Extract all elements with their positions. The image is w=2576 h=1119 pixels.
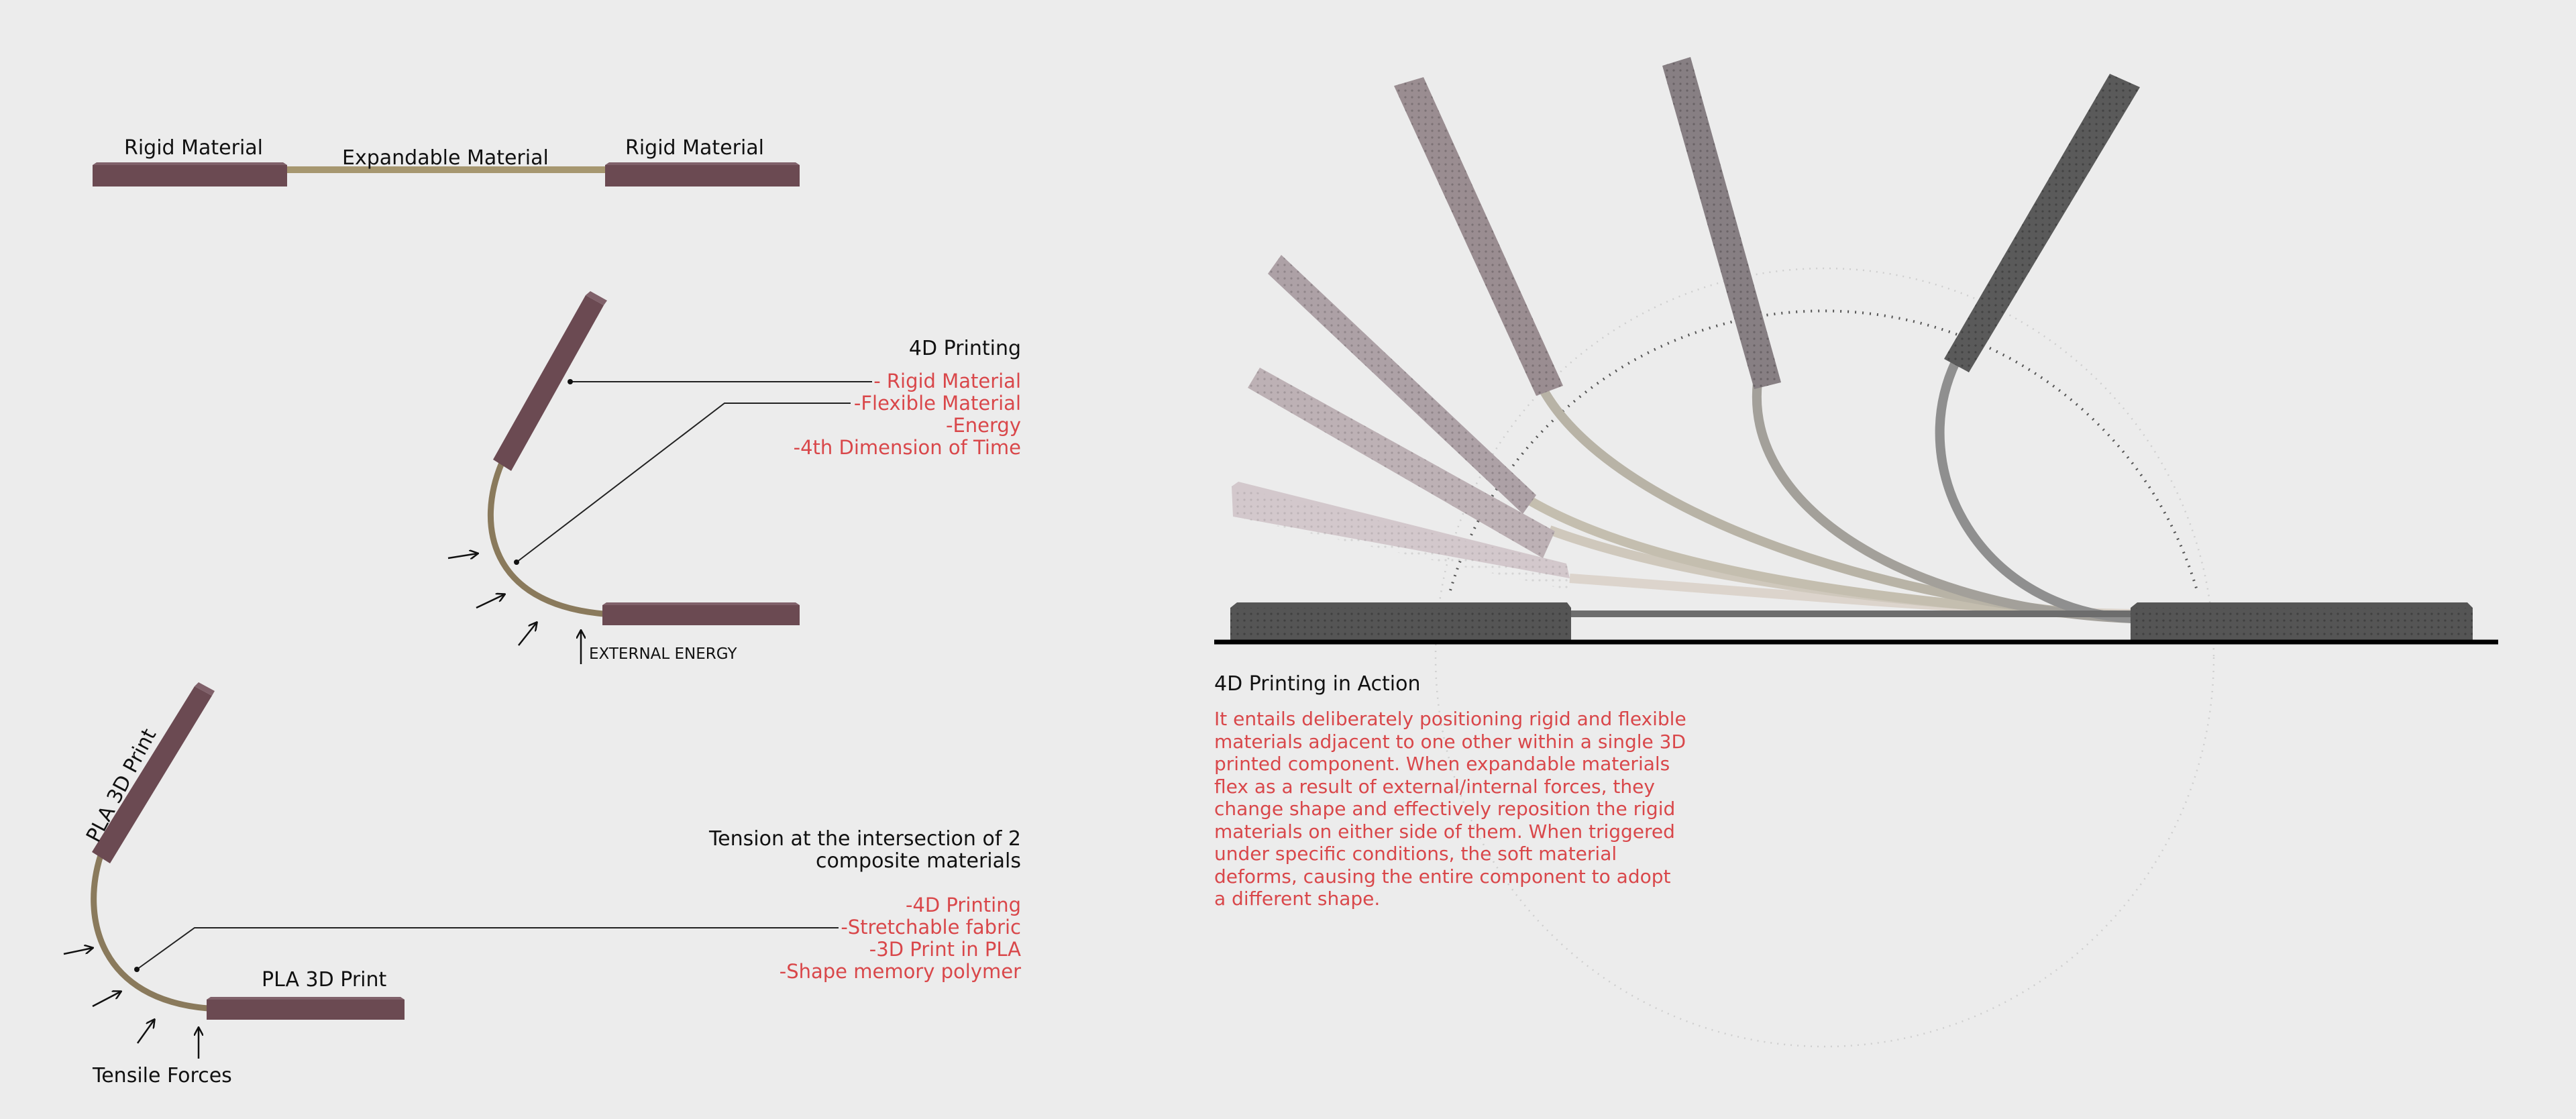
rigid-block-left [93,165,287,186]
force-arrow-3 [136,1020,154,1044]
middle-item-2: -Flexible Material [853,392,1021,415]
trajectory-circle [1434,267,2215,1048]
label-expandable: Expandable Material [342,146,549,170]
bottom-item-2: -Stretchable fabric [841,916,1021,939]
action-line: materials on either side of them. When t… [1214,820,1675,843]
pla-block-tilted [92,686,212,863]
action-line: under specific conditions, the soft mate… [1214,843,1617,865]
rigid-block-right [605,165,800,186]
label-rigid-left: Rigid Material [124,136,264,160]
rigid-block-base [602,605,800,625]
flex-curve-6 [1935,360,2134,623]
middle-title: 4D Printing [908,337,1021,360]
middle-bent-diagram [447,291,872,664]
pla-block-base [207,1000,405,1020]
action-line: printed component. When expandable mater… [1214,753,1670,775]
action-line: materials adjacent to one other within a… [1214,730,1686,753]
action-description: It entails deliberately positioning rigi… [1214,708,1724,910]
energy-arrow-3 [518,623,537,646]
leader-flexible [516,403,851,563]
bottom-title-1: Tension at the intersection of 2 [708,827,1021,851]
expandable-strip [282,166,610,173]
middle-item-4: -4th Dimension of Time [793,436,1021,459]
bottom-item-4: -Shape memory polymer [779,960,1021,983]
middle-item-1: - Rigid Material [873,370,1021,392]
action-illustration [1214,57,2498,1048]
action-line: change shape and effectively reposition … [1214,798,1676,820]
arm-3 [1268,255,1536,514]
middle-item-3: -Energy [946,414,1021,437]
action-line: It entails deliberately positioning rigi… [1214,708,1686,730]
action-line: flex as a result of external/internal fo… [1214,775,1655,798]
bottom-item-1: -4D Printing [905,894,1021,916]
flexible-curve [488,462,604,617]
top-strip-diagram [93,162,800,186]
arm-4 [1394,77,1563,396]
arm-6 [1944,74,2140,372]
force-arrow-1 [63,948,93,955]
flex-curve-5 [1752,382,2134,623]
stretchable-curve [91,854,209,1012]
label-tensile-forces: Tensile Forces [93,1064,232,1087]
label-external-energy: EXTERNAL ENERGY [589,645,737,663]
label-rigid-right: Rigid Material [625,136,765,160]
energy-arrow-2 [476,594,504,609]
energy-arrow-1 [447,553,478,558]
arm-2 [1248,368,1555,558]
arm-5 [1662,57,1781,389]
label-pla-horizontal: PLA 3D Print [262,968,387,992]
action-title: 4D Printing in Action [1214,672,1421,696]
bottom-title-2: composite materials [815,849,1021,873]
bottom-tension-diagram [63,682,839,1059]
action-line: deforms, causing the entire component to… [1214,865,1671,888]
arm-1 [1232,482,1570,590]
force-arrow-2 [92,992,121,1008]
rigid-block-tilted [493,295,604,471]
action-line: a different shape. [1214,888,1381,910]
bottom-item-3: -3D Print in PLA [869,938,1021,961]
leader-4d [136,927,839,970]
